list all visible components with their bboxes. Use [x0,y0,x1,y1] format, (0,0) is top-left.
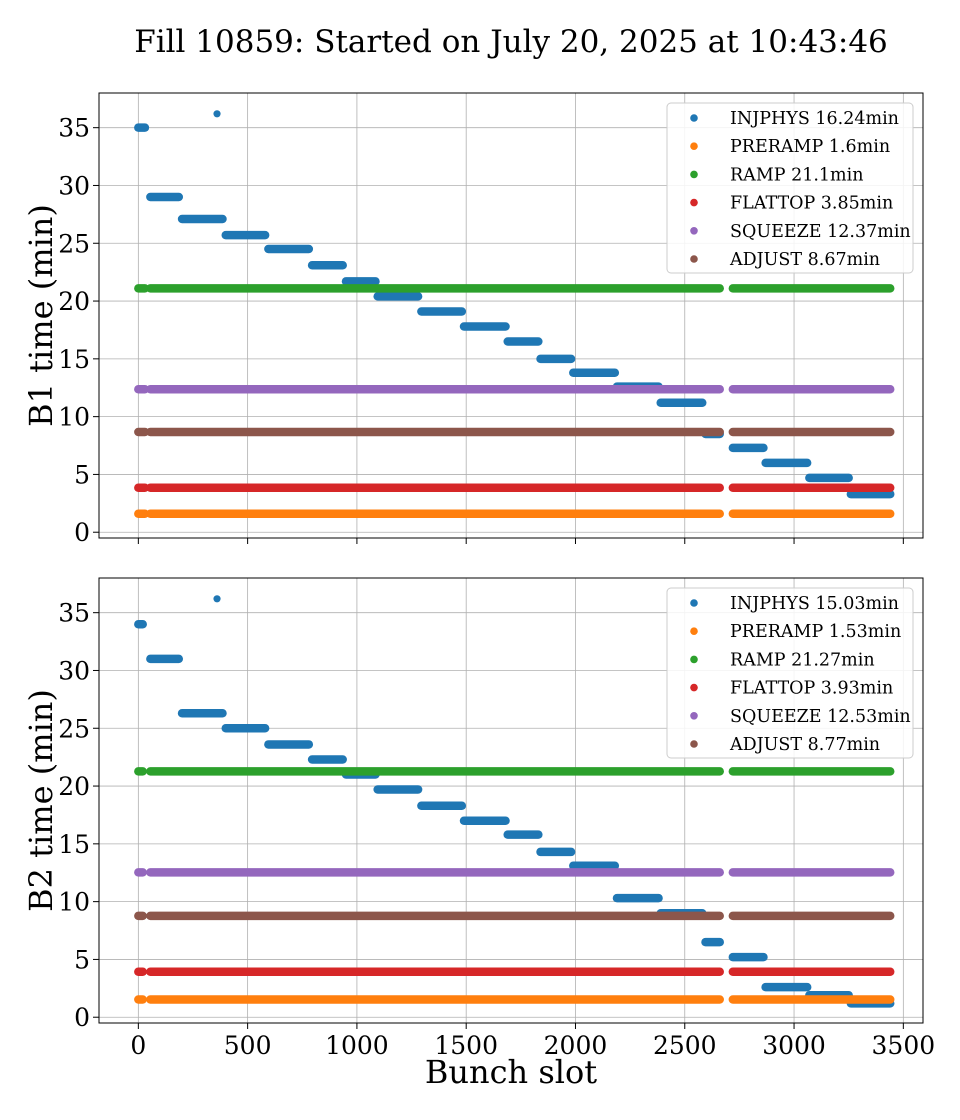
legend-label: ADJUST 8.67min [729,250,880,270]
x-tick-label: 0 [130,1031,146,1060]
x-axis-label: Bunch slot [425,1053,597,1091]
data-marks [134,110,895,518]
y-tick-label: 15 [58,830,90,859]
y-tick-label: 20 [58,772,90,801]
y-tick-label: 30 [58,656,90,685]
y-tick-label: 20 [58,287,90,316]
legend-marker [690,627,698,635]
legend-label: SQUEEZE 12.37min [730,222,911,242]
legend-marker [690,227,698,235]
x-tick-label: 1000 [325,1031,389,1060]
y-tick-label: 5 [74,460,90,489]
legend: INJPHYS 16.24min PRERAMP 1.6min RAMP 21.1m… [666,102,914,274]
figure-title: Fill 10859: Started on July 20, 2025 at … [134,24,888,60]
y-tick-label: 0 [74,1003,90,1032]
x-tick-label: 3500 [872,1031,936,1060]
x-tick-label: 500 [224,1031,272,1060]
legend-box [666,102,914,274]
y-tick-label: 5 [74,945,90,974]
x-tick-label: 2500 [653,1031,717,1060]
legend-label: PRERAMP 1.53min [730,622,901,642]
panel-1: 0 5 10 15 20 25 30 35 B1 time (min) INJPHYS 16.24… [22,92,924,547]
plot-frame [98,92,924,539]
legend-marker [690,599,698,607]
y-axis-label: B2 time (min) [22,689,60,912]
data-point [213,110,221,118]
legend-marker [690,170,698,179]
data-point [213,595,221,603]
legend-marker [690,114,698,122]
legend-marker [690,142,698,150]
legend-label: FLATTOP 3.93min [730,679,893,699]
x-tick-label: 1500 [434,1031,498,1060]
x-tick-label: 3000 [762,1031,826,1060]
y-tick-label: 35 [58,599,90,628]
legend-box [666,587,914,759]
y-tick-label: 10 [58,888,90,917]
legend-label: SQUEEZE 12.53min [730,707,911,727]
x-tick-label: 2000 [544,1031,608,1060]
legend-label: INJPHYS 16.24min [730,109,899,129]
legend-marker [690,740,698,748]
legend-label: RAMP 21.1min [730,165,864,185]
plot-frame [98,577,924,1024]
y-axis-label: B1 time (min) [22,204,60,427]
y-tick-label: 10 [58,403,90,432]
legend-label: ADJUST 8.77min [729,735,880,755]
y-tick-label: 15 [58,345,90,374]
y-tick-label: 25 [58,714,90,743]
y-tick-label: 25 [58,229,90,258]
legend: INJPHYS 15.03min PRERAMP 1.53min RAMP 21.2… [666,587,914,759]
panel-2: 0 5 10 15 20 25 30 35 0 500 1000 1500 2000 2500 3000 35… [22,577,936,1060]
legend-marker [690,198,698,207]
legend-marker [690,683,698,692]
legend-label: RAMP 21.27min [730,650,875,670]
legend-label: PRERAMP 1.6min [730,137,890,157]
legend-label: INJPHYS 15.03min [730,594,899,614]
data-marks [134,595,895,1008]
legend-marker [690,255,698,263]
y-tick-label: 30 [58,171,90,200]
legend-marker [690,712,698,720]
y-tick-label: 35 [58,114,90,143]
grid [99,578,923,1023]
legend-marker [690,655,698,664]
legend-label: FLATTOP 3.85min [730,194,893,214]
y-tick-label: 0 [74,518,90,547]
